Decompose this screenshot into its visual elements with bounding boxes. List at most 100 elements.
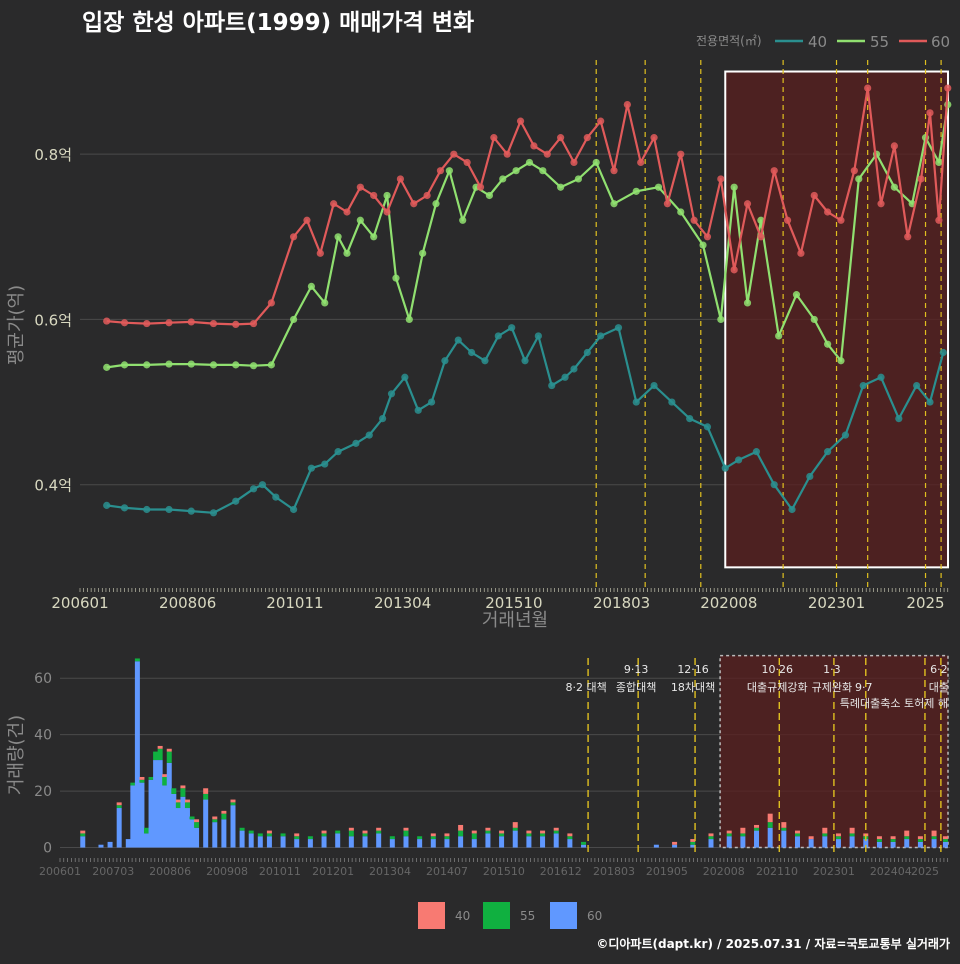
price-point-40	[454, 336, 462, 344]
volume-bar-55	[931, 836, 937, 840]
bottom-legend-label-60: 60	[587, 909, 602, 923]
volume-bar-55	[80, 833, 86, 837]
policy-label-bottom: 18차대책	[671, 681, 715, 694]
volume-bar-55	[171, 788, 177, 794]
volume-bar-60	[417, 839, 423, 848]
volume-bar-55	[194, 822, 200, 828]
bot-y-tick-label: 20	[34, 784, 52, 800]
price-point-40	[939, 348, 947, 357]
volume-bar-60	[166, 762, 172, 848]
volume-bar-40	[184, 799, 190, 803]
bot-x-tick-label: 201201	[312, 865, 354, 878]
price-point-60	[650, 134, 658, 142]
bottom-legend-key-40	[418, 902, 445, 929]
volume-bar-40	[942, 836, 948, 840]
volume-bar-55	[890, 839, 896, 842]
price-point-40	[249, 485, 258, 493]
price-point-60	[783, 216, 792, 224]
price-point-55	[632, 187, 640, 195]
volume-bar-40	[876, 836, 882, 840]
volume-bar-60	[567, 839, 573, 848]
price-point-55	[356, 216, 364, 224]
price-point-55	[432, 200, 440, 208]
policy-label-top: 1·3	[823, 663, 841, 676]
price-point-55	[120, 361, 129, 369]
top-x-tick-label: 201011	[266, 594, 323, 612]
price-point-40	[859, 381, 867, 390]
price-point-60	[476, 183, 485, 191]
price-point-40	[352, 439, 360, 447]
volume-bar-55	[767, 822, 773, 828]
top-legend-label-55: 55	[870, 33, 889, 51]
top-x-tick-label: 2025	[906, 594, 944, 612]
price-point-55	[232, 361, 240, 369]
top-x-tick-label: 202008	[700, 594, 757, 612]
volume-bar-55	[184, 802, 190, 809]
price-point-60	[570, 158, 578, 167]
bot-y-tick-label: 0	[43, 841, 52, 857]
volume-bar-55	[157, 748, 163, 761]
price-chart: 0.4억 0.6억 0.8억 200601 200806 201011 201304 2015…	[34, 60, 952, 612]
volume-bar-55	[499, 833, 505, 837]
price-point-55	[525, 158, 534, 167]
price-point-55	[743, 299, 752, 307]
top-legend-label-40: 40	[808, 33, 827, 51]
policy-label-top: 10·26	[762, 663, 794, 676]
price-point-55	[757, 216, 765, 224]
volume-bar-60	[708, 839, 714, 848]
top-x-tick-label: 201803	[593, 594, 650, 612]
bot-x-tick-label: 202110	[756, 865, 798, 878]
volume-bar-60	[321, 836, 327, 848]
volume-bar-60	[134, 661, 140, 848]
price-point-55	[730, 183, 738, 191]
volume-bar-40	[212, 816, 218, 820]
price-point-60	[810, 191, 818, 200]
volume-bar-60	[690, 844, 696, 848]
price-point-60	[290, 233, 298, 241]
volume-bar-60	[526, 836, 532, 848]
price-point-60	[143, 319, 151, 328]
volume-bar-60	[512, 830, 518, 848]
price-point-55	[459, 216, 467, 224]
price-point-60	[877, 200, 885, 208]
bot-x-tick-label: 201011	[259, 865, 301, 878]
volume-bar-40	[690, 839, 696, 842]
volume-bar-40	[166, 748, 172, 752]
bot-x-tick-label: 202404	[870, 865, 912, 878]
price-point-60	[743, 200, 752, 208]
volume-bar-55	[403, 830, 409, 837]
policy-label-bottom: 규제완화	[812, 681, 852, 694]
volume-bar-60	[835, 839, 841, 848]
price-point-60	[410, 200, 418, 208]
policy-note: 특례대출축소 토허제 해	[840, 696, 948, 710]
volume-bar-55	[335, 830, 341, 834]
volume-bar-60	[107, 841, 113, 848]
price-point-40	[120, 504, 129, 512]
price-point-60	[677, 150, 685, 158]
volume-bar-60	[175, 808, 181, 848]
price-point-40	[414, 406, 422, 414]
volume-bar-55	[740, 833, 746, 837]
price-point-55	[485, 191, 494, 200]
price-point-60	[543, 150, 551, 158]
policy-label-bottom: 8·2 대책	[565, 681, 606, 694]
volume-bar-40	[808, 836, 814, 840]
price-point-60	[770, 167, 778, 175]
volume-bar-60	[942, 841, 948, 848]
price-point-60	[890, 142, 898, 150]
volume-bar-60	[130, 785, 136, 848]
volume-bar-60	[822, 836, 828, 848]
volume-bar-40	[348, 827, 354, 831]
price-point-40	[895, 414, 903, 423]
volume-bar-60	[116, 808, 122, 848]
price-point-55	[445, 167, 453, 175]
volume-bar-55	[212, 819, 218, 823]
price-point-55	[810, 315, 818, 324]
price-point-60	[717, 175, 725, 183]
price-point-60	[316, 249, 324, 257]
price-point-60	[926, 109, 934, 117]
price-point-40	[686, 414, 694, 423]
volume-bar-55	[153, 751, 159, 761]
price-point-40	[806, 472, 814, 481]
